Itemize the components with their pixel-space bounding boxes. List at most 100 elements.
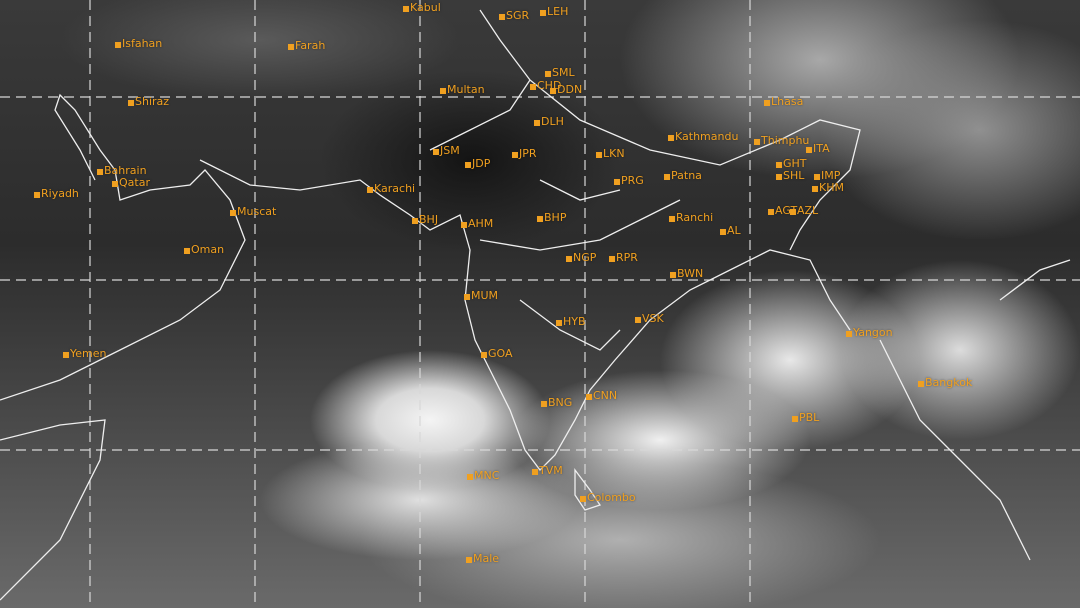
city-name: MUM [471, 289, 499, 302]
city-marker-icon [720, 229, 726, 235]
city-label: CNN [586, 390, 617, 402]
city-name: MNC [474, 469, 500, 482]
city-marker-icon [550, 88, 556, 94]
city-name: Patna [671, 169, 702, 182]
city-marker-icon [586, 394, 592, 400]
city-name: Lhasa [771, 95, 804, 108]
city-marker-icon [465, 162, 471, 168]
city-label: Patna [664, 170, 702, 182]
city-marker-icon [184, 248, 190, 254]
city-marker-icon [481, 352, 487, 358]
city-marker-icon [537, 216, 543, 222]
city-marker-icon [669, 216, 675, 222]
city-marker-icon [566, 256, 572, 262]
city-name: Farah [295, 39, 326, 52]
city-label: Bangkok [918, 377, 972, 389]
city-label: IMP [814, 170, 840, 182]
city-marker-icon [792, 416, 798, 422]
city-label: BHJ [412, 214, 438, 226]
city-label: ITA [806, 143, 830, 155]
city-label: MNC [467, 470, 499, 482]
city-name: Karachi [374, 182, 416, 195]
city-label: Isfahan [115, 38, 162, 50]
city-label: SHL [776, 170, 804, 182]
city-marker-icon [512, 152, 518, 158]
city-marker-icon [790, 209, 796, 215]
city-name: BHP [544, 211, 567, 224]
city-name: AZL [797, 204, 819, 217]
city-label: BNG [541, 397, 572, 409]
city-marker-icon [814, 174, 820, 180]
city-label: Yangon [846, 327, 893, 339]
city-name: Ranchi [676, 211, 714, 224]
city-marker-icon [467, 474, 473, 480]
city-label: PRG [614, 175, 644, 187]
city-name: PRG [621, 174, 644, 187]
city-label: AZL [790, 205, 818, 217]
state-borders [479, 179, 681, 351]
city-name: Kabul [410, 1, 441, 14]
city-name: Multan [447, 83, 485, 96]
city-marker-icon [541, 401, 547, 407]
city-label: BWN [670, 268, 703, 280]
city-marker-icon [534, 120, 540, 126]
city-name: NGP [573, 251, 597, 264]
city-name: BWN [677, 267, 704, 280]
city-marker-icon [768, 209, 774, 215]
city-marker-icon [63, 352, 69, 358]
city-label: LEH [540, 6, 568, 18]
city-label: KHM [812, 182, 844, 194]
city-label: MUM [464, 290, 498, 302]
city-label: NGP [566, 252, 596, 264]
city-marker-icon [609, 256, 615, 262]
city-name: LKN [603, 147, 625, 160]
city-marker-icon [846, 331, 852, 337]
city-name: RPR [616, 251, 638, 264]
city-name: DDN [557, 83, 583, 96]
city-marker-icon [128, 100, 134, 106]
city-label: AHM [461, 218, 493, 230]
city-name: SML [552, 66, 575, 79]
city-marker-icon [812, 186, 818, 192]
city-marker-icon [34, 192, 40, 198]
city-label: Kabul [403, 2, 441, 14]
city-label: GOA [481, 348, 513, 360]
city-name: AHM [468, 217, 494, 230]
city-marker-icon [556, 320, 562, 326]
city-label: TVM [532, 465, 563, 477]
city-marker-icon [532, 469, 538, 475]
city-marker-icon [403, 6, 409, 12]
city-name: Colombo [587, 491, 636, 504]
city-name: PBL [799, 411, 820, 424]
city-label: BHP [537, 212, 566, 224]
city-label: DLH [534, 116, 564, 128]
city-label: DDN [550, 84, 582, 96]
city-name: BNG [548, 396, 573, 409]
city-name: Thimphu [761, 134, 810, 147]
city-label: Shiraz [128, 96, 169, 108]
city-name: ITA [813, 142, 830, 155]
city-marker-icon [614, 179, 620, 185]
city-label: GHT [776, 158, 807, 170]
city-marker-icon [440, 88, 446, 94]
city-marker-icon [806, 147, 812, 153]
city-marker-icon [230, 210, 236, 216]
city-name: TVM [539, 464, 563, 477]
city-label: Riyadh [34, 188, 79, 200]
city-marker-icon [670, 272, 676, 278]
city-marker-icon [112, 181, 118, 187]
city-label: Thimphu [754, 135, 809, 147]
southeast-asia-coast [879, 259, 1071, 561]
city-label: Qatar [112, 177, 150, 189]
africa-coast [0, 419, 106, 601]
city-name: Isfahan [122, 37, 163, 50]
city-marker-icon [97, 169, 103, 175]
city-name: IMP [821, 169, 841, 182]
city-marker-icon [664, 174, 670, 180]
city-label: Oman [184, 244, 224, 256]
city-name: Yangon [853, 326, 893, 339]
city-name: SGR [506, 9, 530, 22]
india-coast [199, 159, 851, 471]
